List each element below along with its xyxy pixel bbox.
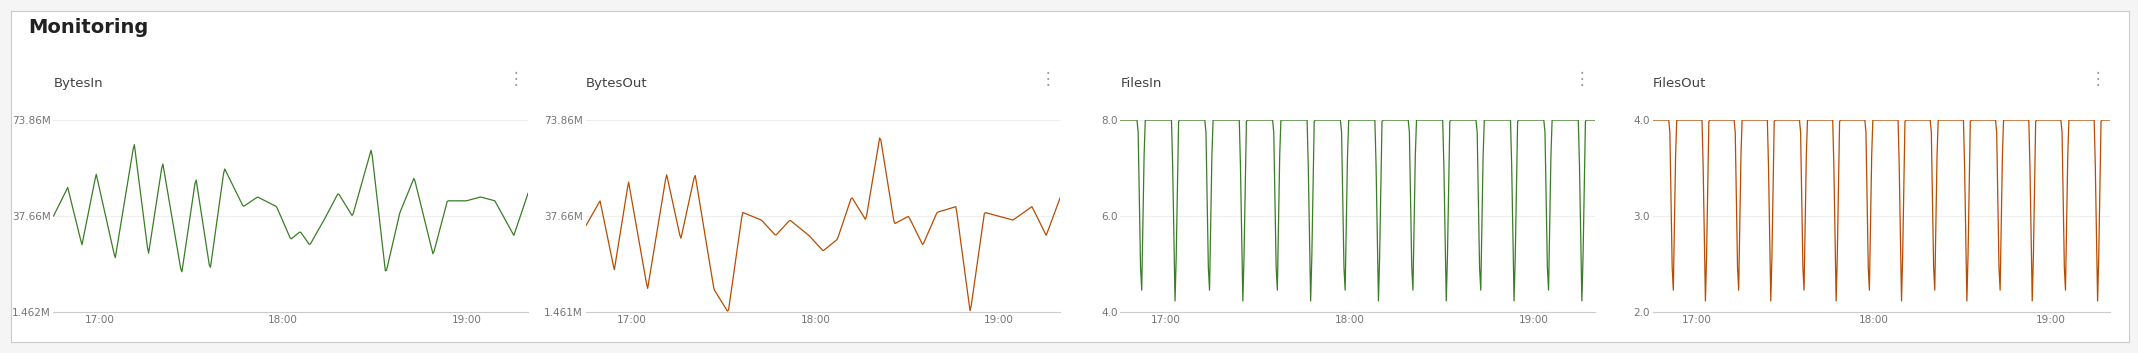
Text: FilesOut: FilesOut <box>1653 77 1706 90</box>
Text: BytesIn: BytesIn <box>53 77 103 90</box>
Text: ⋮: ⋮ <box>507 70 524 88</box>
Text: ⋮: ⋮ <box>1039 70 1056 88</box>
Text: Monitoring: Monitoring <box>28 18 148 37</box>
Text: ⋮: ⋮ <box>1574 70 1591 88</box>
Text: BytesOut: BytesOut <box>586 77 648 90</box>
Text: ⋮: ⋮ <box>2089 70 2106 88</box>
Text: FilesIn: FilesIn <box>1120 77 1161 90</box>
